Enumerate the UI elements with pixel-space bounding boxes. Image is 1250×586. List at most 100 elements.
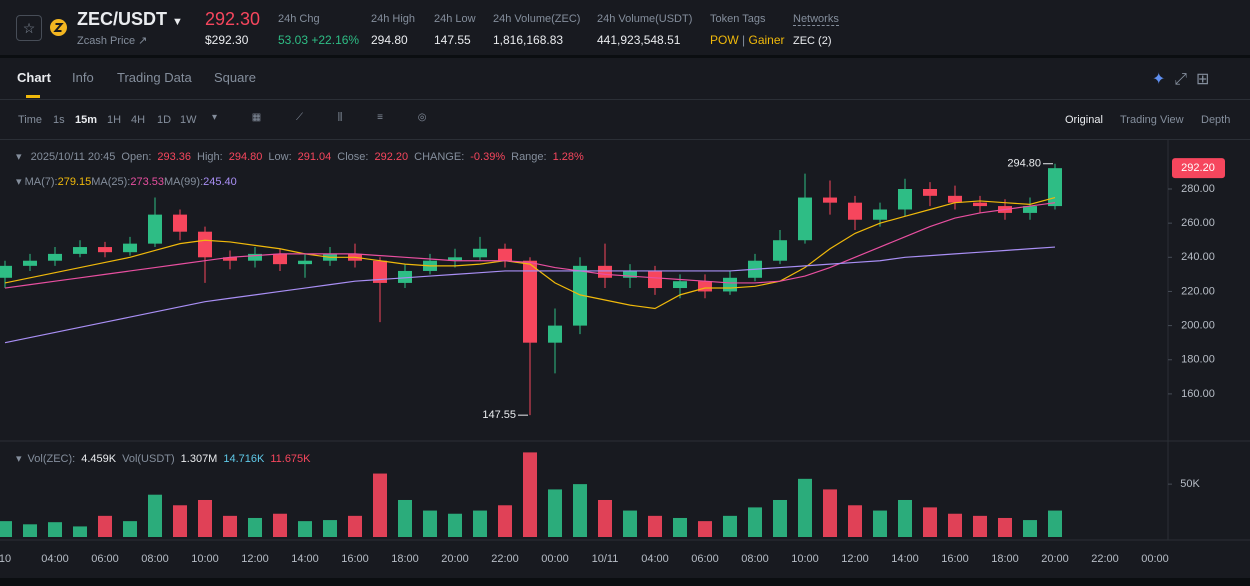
candle-body [873,209,887,220]
volume-legend: ▾ Vol(ZEC): 4.459K Vol(USDT) 1.307M 14.716K 11… [16,453,311,465]
volume-bar [1048,510,1062,537]
last-price-tag [1172,158,1225,179]
volume-bar [123,521,137,537]
stat-value: 1,816,168.83 [493,33,564,47]
volume-bar [298,521,312,537]
candle-body [623,270,637,278]
y-tick-label: 240.00 [1181,251,1215,263]
candle-body [48,253,62,261]
x-tick-label: 08:00 [141,553,169,565]
interval[interactable]: 4H [131,114,146,126]
divider [0,99,1250,100]
tab-indicator [26,95,40,98]
x-tick-label: 06:00 [91,553,119,565]
candle-body [823,197,837,203]
tag[interactable]: Gainer [748,33,785,47]
y-tick-label: 50K [1180,478,1200,490]
candle-body [898,189,912,210]
stat-value: 147.55 [434,33,471,47]
symbol-text: ZEC/USDT [77,9,167,29]
volume-bar [173,505,187,537]
volume-bar [373,473,387,537]
volume-bar [873,510,887,537]
candle-body [73,247,87,254]
legend-label: MA(7): [24,176,58,188]
volume-bar [848,505,862,537]
candle-body [1048,168,1062,207]
volume-bar [348,515,362,537]
legend-time: 2025/10/11 20:45 [30,151,116,163]
stat-value: 53.03 [278,33,309,47]
legend-value: 4.459K [81,453,117,465]
favorite-button[interactable]: ☆ [16,15,42,41]
volume-bar [0,521,12,537]
tab[interactable]: Trading Data [117,70,192,85]
x-tick-label: 22:00 [1091,553,1119,565]
toolbar-icons[interactable]: ▾ ▦ ⟋ ⫼ ≡ ◎ [212,112,443,123]
legend-label: Open: [121,151,152,163]
legend-label: Close: [337,151,369,163]
stat-label: Networks [793,13,839,26]
volume-bar [748,507,762,537]
x-tick-label: 04:00 [641,553,669,565]
coin-name[interactable]: Zcash Price ↗ [77,35,148,47]
volume-bar [273,513,287,537]
tag-separator: | [742,33,746,47]
candle-body [523,260,537,343]
legend-label: MA(25): [91,176,131,188]
volume-bar [398,499,412,537]
candle-body [773,240,787,261]
x-tick-label: 06:00 [691,553,719,565]
view[interactable]: Trading View [1120,114,1184,126]
x-tick-label: 14:00 [891,553,919,565]
volume-bar [523,452,537,537]
legend-value: -0.39% [470,151,506,163]
tool-icons[interactable]: ✦ ⤢ ⊞ [1152,71,1210,88]
x-tick-label: 10:00 [791,553,819,565]
candle-body [848,202,862,220]
x-tick-label: 00:00 [1141,553,1169,565]
volume-bar [448,513,462,537]
volume-bar [198,499,212,537]
volume-bar [23,524,37,537]
interval[interactable]: 15m [75,114,98,126]
x-tick-label: 12:00 [241,553,269,565]
symbol[interactable]: ZEC/USDT ▼ [77,9,183,29]
interval[interactable]: 1H [107,114,122,126]
stat-label: 24h Volume(ZEC) [493,13,581,25]
stat-label: 24h Volume(USDT) [597,13,693,25]
tag[interactable]: POW [710,33,739,47]
stat-label: 24h Chg [278,13,320,25]
last-price-label: 292.20 [1181,162,1215,174]
x-tick-label: 04:00 [41,553,69,565]
x-tick-label: 22:00 [491,553,519,565]
volume-bar [148,494,162,537]
volume-bar [673,517,687,537]
x-tick-label: 20:00 [441,553,469,565]
interval[interactable]: 1W [180,114,197,126]
candle-body [723,277,737,292]
networks[interactable]: ZEC (2) [793,35,832,47]
legend-value: 14.716K [223,453,265,465]
legend-value: 294.80 [228,151,263,163]
y-tick-label: 260.00 [1181,217,1215,229]
interval[interactable]: 1D [157,114,172,126]
candle-body [223,257,237,261]
view[interactable]: Original [1065,114,1103,126]
interval[interactable]: 1s [53,114,65,126]
volume-bar [648,515,662,537]
header: ☆ ZEC/USDT ▼ Zcash Price ↗ 292.30 $292.3… [0,0,1250,55]
candle-body [648,270,662,289]
y-tick-label: 280.00 [1181,183,1215,195]
legend-label: MA(99): [164,176,204,188]
view[interactable]: Depth [1201,114,1231,126]
tab[interactable]: Chart [17,70,51,85]
tab[interactable]: Info [72,70,94,85]
y-tick-label: 220.00 [1181,285,1215,297]
interval[interactable]: Time [18,114,43,126]
volume-bar [773,499,787,537]
tab[interactable]: Square [214,70,256,85]
legend-value: 291.04 [297,151,332,163]
candle-body [798,197,812,241]
stat-value: 294.80 [371,33,408,47]
